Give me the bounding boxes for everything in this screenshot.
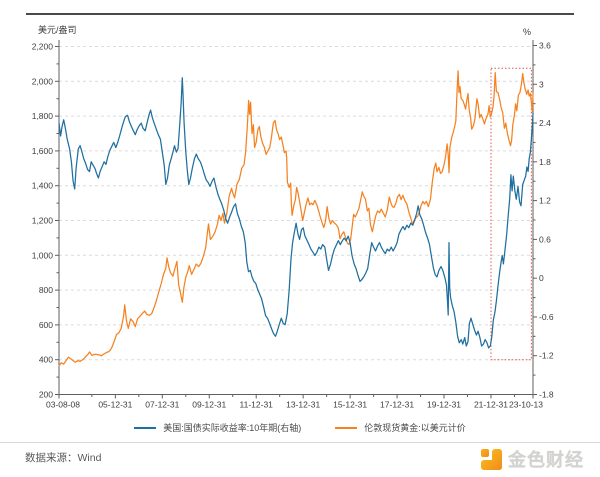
- right-axis-tick-label: 3.6: [539, 41, 551, 51]
- x-axis-tick-label: 19-12-31: [427, 400, 461, 410]
- left-axis-tick-label: 600: [39, 320, 53, 330]
- left-axis-tick-label: 1,000: [32, 250, 54, 260]
- x-axis-tick-label: 03-08-08: [46, 400, 80, 410]
- x-axis-tick-label: 11-12-31: [240, 400, 274, 410]
- right-axis-tick-label: -0.6: [539, 312, 554, 322]
- right-axis-tick-label: 0: [539, 273, 544, 283]
- left-axis-tick-label: 2,200: [32, 42, 54, 52]
- right-axis-tick-label: -1.2: [539, 351, 554, 361]
- left-axis-tick-label: 400: [39, 355, 53, 365]
- left-axis-tick-label: 200: [39, 390, 53, 400]
- right-axis-tick-label: 0.6: [539, 234, 551, 244]
- legend-item-gold: 伦敦现货黄金:以美元计价: [335, 421, 466, 434]
- x-axis-tick-label: 15-12-31: [333, 400, 367, 410]
- bottom-divider: [0, 442, 600, 443]
- x-axis-tick-label: 09-12-31: [192, 400, 226, 410]
- data-source-label: 数据来源：Wind: [25, 452, 102, 464]
- legend-item-real-yield: 美国:国债实际收益率:10年期(右轴): [134, 421, 301, 434]
- highlight-box: [490, 67, 532, 361]
- gold-line-swatch: [335, 426, 358, 429]
- jinse-logo-icon: [481, 448, 502, 470]
- top-divider: [26, 13, 574, 15]
- legend-label-gold: 伦敦现货黄金:以美元计价: [364, 423, 466, 433]
- left-axis-tick-label: 1,800: [32, 111, 54, 121]
- right-axis-tick-label: 1.8: [539, 157, 551, 167]
- left-axis-tick-label: 2,000: [32, 76, 54, 86]
- jinse-finance-logo: 金色财经: [481, 446, 584, 472]
- right-axis-tick-label: 1.2: [539, 196, 551, 206]
- right-axis-tick-label: -1.8: [539, 390, 554, 400]
- right-axis-tick-label: 2.4: [539, 118, 551, 128]
- right-axis-tick-label: 3: [539, 79, 544, 89]
- legend: 美国:国债实际收益率:10年期(右轴) 伦敦现货黄金:以美元计价: [0, 421, 600, 434]
- x-axis-tick-label: 17-12-31: [380, 400, 414, 410]
- left-axis-tick-label: 1,200: [32, 216, 54, 226]
- jinse-logo-text: 金色财经: [508, 450, 584, 470]
- x-axis-tick-label: 05-12-31: [98, 400, 132, 410]
- x-axis-tick-label: 13-12-31: [286, 400, 320, 410]
- x-axis-tick-label: 23-10-13: [509, 400, 543, 410]
- x-axis-tick-label: 21-12-31: [474, 400, 508, 410]
- left-axis-tick-label: 1,400: [32, 181, 54, 191]
- x-axis-tick-label: 07-12-31: [145, 400, 179, 410]
- legend-label-real-yield: 美国:国债实际收益率:10年期(右轴): [163, 423, 302, 433]
- left-axis-tick-label: 800: [39, 285, 53, 295]
- real-yield-series-line: [58, 77, 534, 349]
- right-axis-unit-label: %: [523, 27, 532, 37]
- left-axis-tick-label: 1,600: [32, 146, 54, 156]
- left-axis-unit-label: 美元/盎司: [38, 25, 77, 35]
- gold-price-series-line: [58, 70, 534, 367]
- real-yield-line-swatch: [134, 426, 157, 429]
